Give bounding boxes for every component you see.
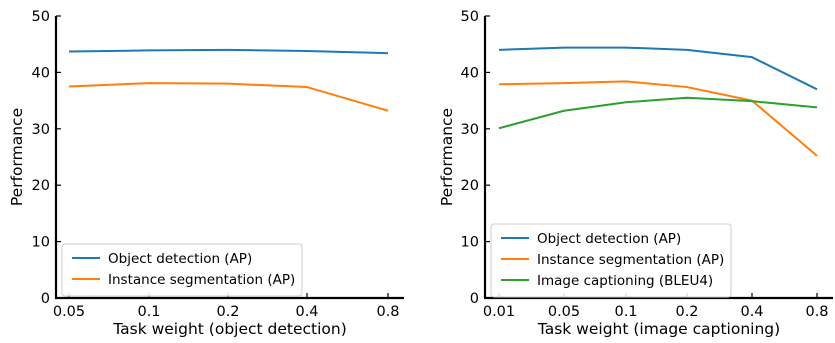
y-tick-label: 30 (461, 122, 479, 138)
y-tick-label: 10 (461, 235, 479, 251)
legend-label-1: Object detection (AP) (108, 251, 252, 267)
series-line-2 (68, 82, 389, 112)
x-axis-label: Task weight (image captioning) (537, 320, 780, 338)
legend: Object detection (AP) Instance segmentati… (61, 243, 303, 297)
x-tick-label: 0.05 (548, 304, 580, 320)
x-tick-label: 0.8 (805, 304, 828, 320)
y-tick-label: 0 (41, 291, 50, 307)
x-tick-label: 0.1 (614, 304, 637, 320)
y-tick-label: 50 (461, 9, 479, 25)
y-tick-label: 50 (32, 9, 50, 25)
y-axis-label: Performance (438, 108, 456, 206)
chart-panel-2: 0 10 20 30 40 50 0.01 0.05 0.1 0.2 0.4 0.8 Task weig… (438, 9, 833, 338)
x-tick-label: 0.05 (53, 304, 85, 320)
x-tick-label: 0.4 (740, 304, 763, 320)
y-tick-label: 10 (32, 235, 50, 251)
y-tick-label: 20 (32, 178, 50, 194)
x-tick-label: 0.4 (295, 304, 318, 320)
series-line-3 (498, 96, 818, 130)
legend-box (61, 243, 303, 297)
legend-label-2: Instance segmentation (AP) (108, 272, 295, 288)
y-axis-label: Performance (8, 108, 26, 206)
x-axis-label: Task weight (object detection) (112, 320, 347, 338)
x-tick-label: 0.2 (216, 304, 239, 320)
legend-label-2: Instance segmentation (AP) (537, 252, 724, 268)
series-line-1 (498, 46, 818, 91)
legend-label-1: Object detection (AP) (537, 231, 681, 247)
y-tick-label: 30 (32, 122, 50, 138)
series-line-1 (68, 48, 389, 55)
y-tick-label: 40 (461, 65, 479, 81)
legend-box (490, 223, 732, 298)
y-tick-label: 40 (32, 65, 50, 81)
chart-panel-1: 0 10 20 30 40 50 0.05 0.1 0.2 0.4 0.8 Task weight (… (8, 9, 404, 338)
legend: Object detection (AP) Instance segmentati… (490, 223, 732, 298)
x-tick-label: 0.8 (376, 304, 399, 320)
series-line-2 (498, 80, 818, 157)
y-tick-label: 20 (461, 178, 479, 194)
legend-label-3: Image captioning (BLEU4) (537, 273, 713, 289)
x-tick-label: 0.1 (137, 304, 160, 320)
y-tick-label: 0 (470, 291, 479, 307)
x-tick-label: 0.01 (483, 304, 515, 320)
x-tick-label: 0.2 (675, 304, 698, 320)
